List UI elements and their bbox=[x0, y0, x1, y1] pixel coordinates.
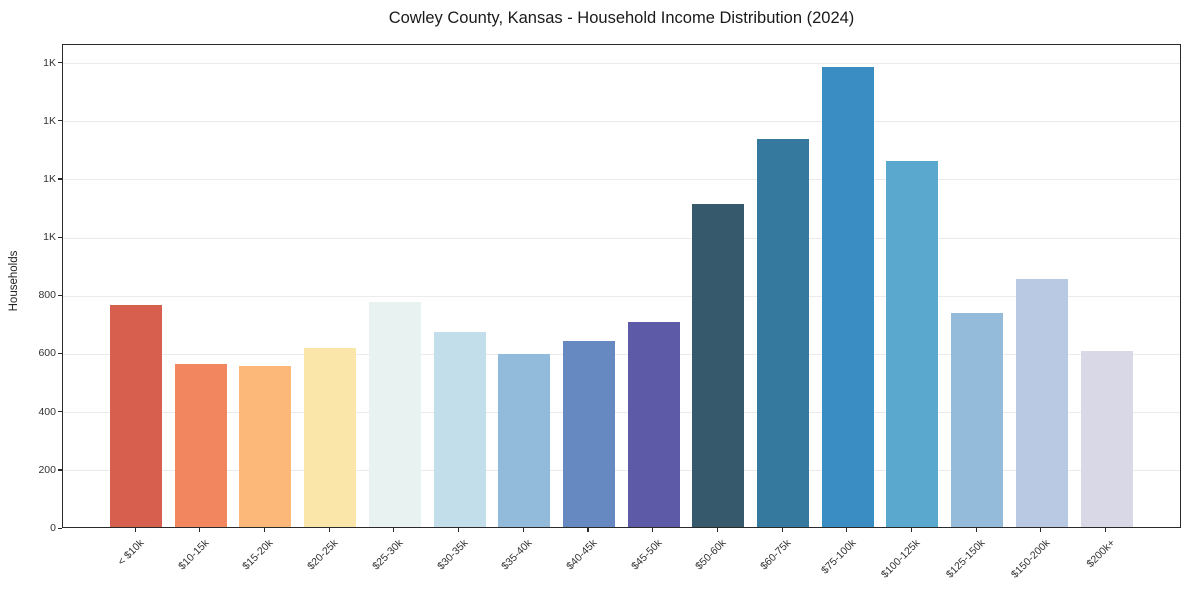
bar-$150-200k bbox=[1015, 279, 1068, 527]
bar-$100-125k bbox=[886, 160, 939, 527]
bar-$200k+ bbox=[1080, 351, 1133, 527]
bar-< $10k bbox=[110, 305, 162, 527]
gridline bbox=[63, 121, 1180, 123]
bar-$30-35k bbox=[433, 331, 486, 527]
bar-$40-45k bbox=[562, 340, 615, 527]
y-tick-label: 1K bbox=[43, 231, 56, 244]
bar-$20-25k bbox=[304, 347, 357, 527]
y-tick-mark bbox=[58, 120, 62, 122]
y-tick-label: 1K bbox=[43, 172, 56, 185]
x-tick-mark bbox=[587, 528, 589, 532]
y-tick-mark bbox=[58, 411, 62, 413]
bar-$125-150k bbox=[951, 312, 1004, 527]
x-tick-mark bbox=[328, 528, 330, 532]
y-tick-mark bbox=[58, 352, 62, 355]
bar-$75-100k bbox=[821, 66, 874, 527]
gridline bbox=[63, 63, 1180, 65]
y-tick-label: 200 bbox=[38, 463, 56, 476]
y-tick-label: 1K bbox=[43, 114, 56, 127]
gridline bbox=[63, 353, 1180, 355]
x-tick-mark bbox=[652, 528, 654, 532]
gridline bbox=[63, 470, 1180, 472]
gridline bbox=[63, 179, 1180, 181]
bar-$50-60k bbox=[692, 203, 745, 527]
gridline bbox=[63, 295, 1180, 297]
bar-$35-40k bbox=[498, 353, 551, 527]
bar-$45-50k bbox=[627, 322, 680, 527]
x-tick-mark bbox=[846, 528, 848, 532]
bar-$25-30k bbox=[368, 301, 421, 527]
chart-title: Cowley County, Kansas - Household Income… bbox=[388, 9, 855, 27]
y-tick-mark bbox=[58, 62, 62, 64]
gridline bbox=[63, 237, 1180, 239]
x-tick-mark bbox=[458, 528, 460, 532]
plot-area bbox=[62, 44, 1181, 528]
y-tick-label: 1K bbox=[43, 56, 56, 69]
x-tick-mark bbox=[910, 528, 913, 532]
x-tick-mark bbox=[199, 528, 201, 532]
x-tick-mark bbox=[393, 528, 395, 532]
y-tick-mark bbox=[58, 236, 62, 238]
y-tick-mark bbox=[58, 178, 62, 180]
y-tick-label: 800 bbox=[38, 289, 56, 302]
gridline bbox=[63, 412, 1180, 414]
x-tick-mark bbox=[263, 528, 266, 532]
y-tick-mark bbox=[58, 469, 62, 471]
bar-$15-20k bbox=[239, 366, 292, 527]
bar-$10-15k bbox=[174, 364, 227, 527]
y-tick-label: 400 bbox=[38, 405, 56, 418]
x-tick-mark bbox=[1105, 528, 1107, 532]
y-axis-label: Households bbox=[8, 250, 20, 312]
x-tick-mark bbox=[1040, 528, 1042, 532]
x-tick-mark bbox=[522, 528, 524, 532]
y-tick-mark bbox=[58, 527, 62, 529]
bar-$60-75k bbox=[757, 139, 809, 527]
x-tick-mark bbox=[781, 528, 783, 532]
x-tick-label: < $10k bbox=[115, 537, 147, 568]
x-tick-mark bbox=[134, 528, 136, 532]
y-tick-label: 600 bbox=[38, 347, 56, 360]
x-tick-mark bbox=[716, 528, 718, 532]
y-tick-mark bbox=[58, 294, 62, 296]
x-tick-mark bbox=[975, 528, 977, 532]
y-tick-label: 0 bbox=[50, 522, 56, 534]
